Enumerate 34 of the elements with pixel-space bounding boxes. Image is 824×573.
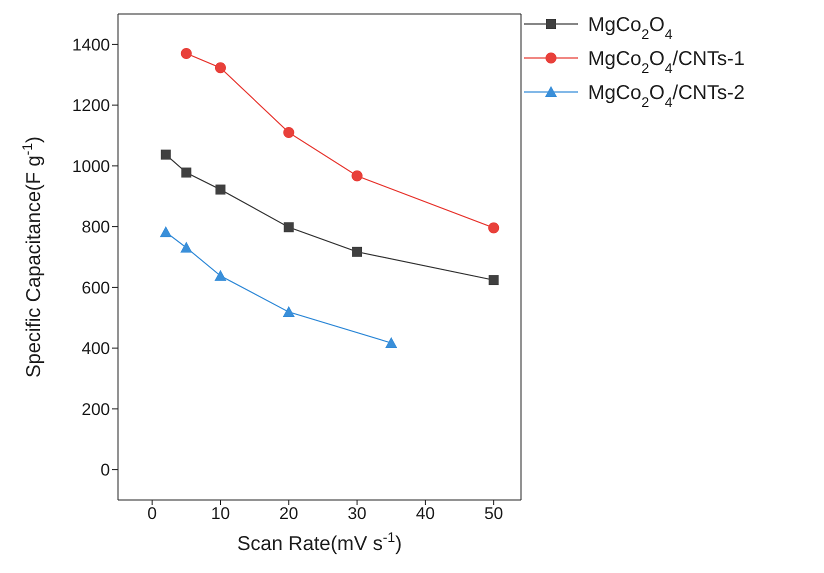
x-tick-label: 0 [147,504,157,524]
point [214,62,226,74]
x-tick-label: 20 [279,504,298,524]
legend-label: MgCo$_{2}$O$_{4}$/CNTs-2 [588,82,745,110]
x-tick-label: 30 [348,504,367,524]
point [283,126,294,138]
y-tick-label: 800 [82,218,110,237]
point [180,242,192,253]
point [488,222,500,234]
point [352,170,363,182]
legend-label: MgCo$_{2}$O$_{4}$ [588,14,673,42]
legend-label: MgCo$_{2}$O$_{4}$/CNTs-1 [588,48,745,76]
point [488,275,499,286]
point [215,184,226,195]
point [352,246,362,257]
point [180,48,192,59]
point [181,168,192,178]
x-tick-label: 10 [210,504,230,524]
point [385,336,398,348]
x-axis-title: Scan Rate(mV s$^{-1}$) [237,529,402,555]
y-tick-label: 400 [82,339,110,358]
y-tick-label: 0 [100,460,110,480]
y-tick-label: 1400 [72,35,110,54]
x-tick-label: 50 [484,504,504,524]
point [282,306,295,317]
point [160,150,171,160]
point [214,270,226,281]
x-tick-label: 40 [416,504,435,524]
y-tick-label: 600 [82,278,110,298]
point [284,222,294,232]
point [160,226,172,238]
y-tick-label: 200 [82,400,110,419]
y-tick-label: 1000 [72,156,110,176]
y-tick-label: 1200 [72,96,110,116]
